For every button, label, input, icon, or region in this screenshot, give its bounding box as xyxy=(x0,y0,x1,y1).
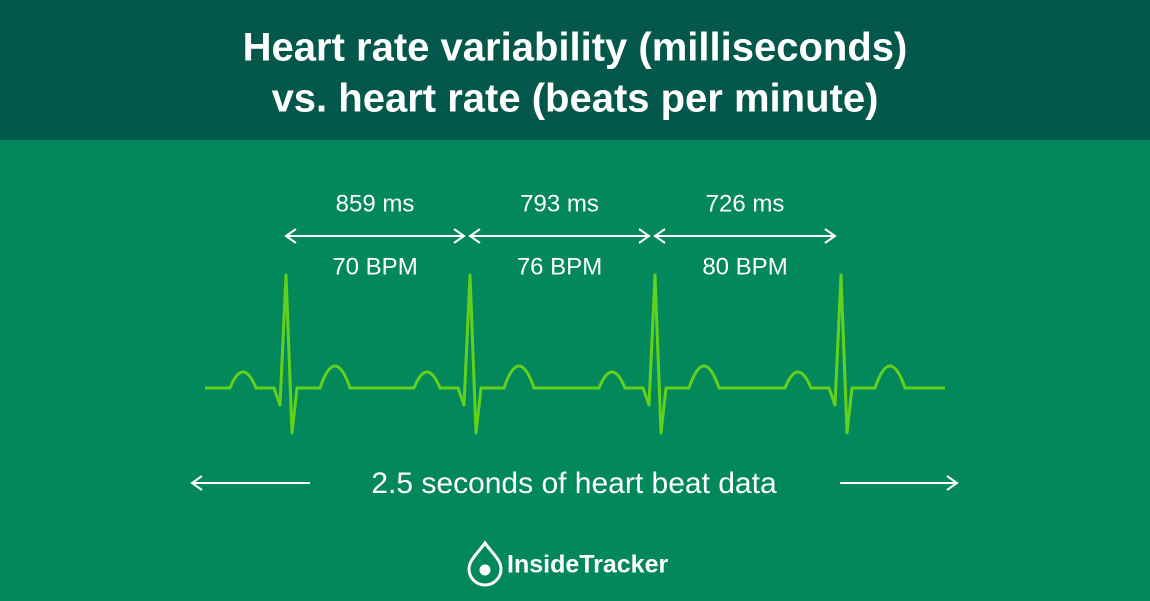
interval-arrow xyxy=(653,228,837,244)
interval-duration: 859 ms xyxy=(336,190,415,217)
interval-duration: 726 ms xyxy=(706,190,785,217)
left-arrow xyxy=(190,475,310,491)
interval-arrow xyxy=(284,228,466,244)
title-line: Heart rate variability (milliseconds) xyxy=(243,26,908,70)
span-indicator: 2.5 seconds of heart beat data xyxy=(190,467,959,500)
brand-name: InsideTracker xyxy=(507,551,668,579)
interval-rate: 80 BPM xyxy=(702,253,787,280)
interval-rate: 70 BPM xyxy=(332,253,417,280)
right-arrow xyxy=(840,475,959,491)
interval-duration: 793 ms xyxy=(520,190,599,217)
ecg-trace xyxy=(205,273,945,435)
interval-arrow xyxy=(468,228,651,244)
span-label: 2.5 seconds of heart beat data xyxy=(371,467,777,500)
brand-logo: InsideTracker xyxy=(467,540,668,587)
title-line: vs. heart rate (beats per minute) xyxy=(272,77,879,121)
interval-rate: 76 BPM xyxy=(517,253,602,280)
header-band xyxy=(0,0,1150,140)
drop-icon xyxy=(467,540,503,587)
drop-dot xyxy=(479,564,491,576)
